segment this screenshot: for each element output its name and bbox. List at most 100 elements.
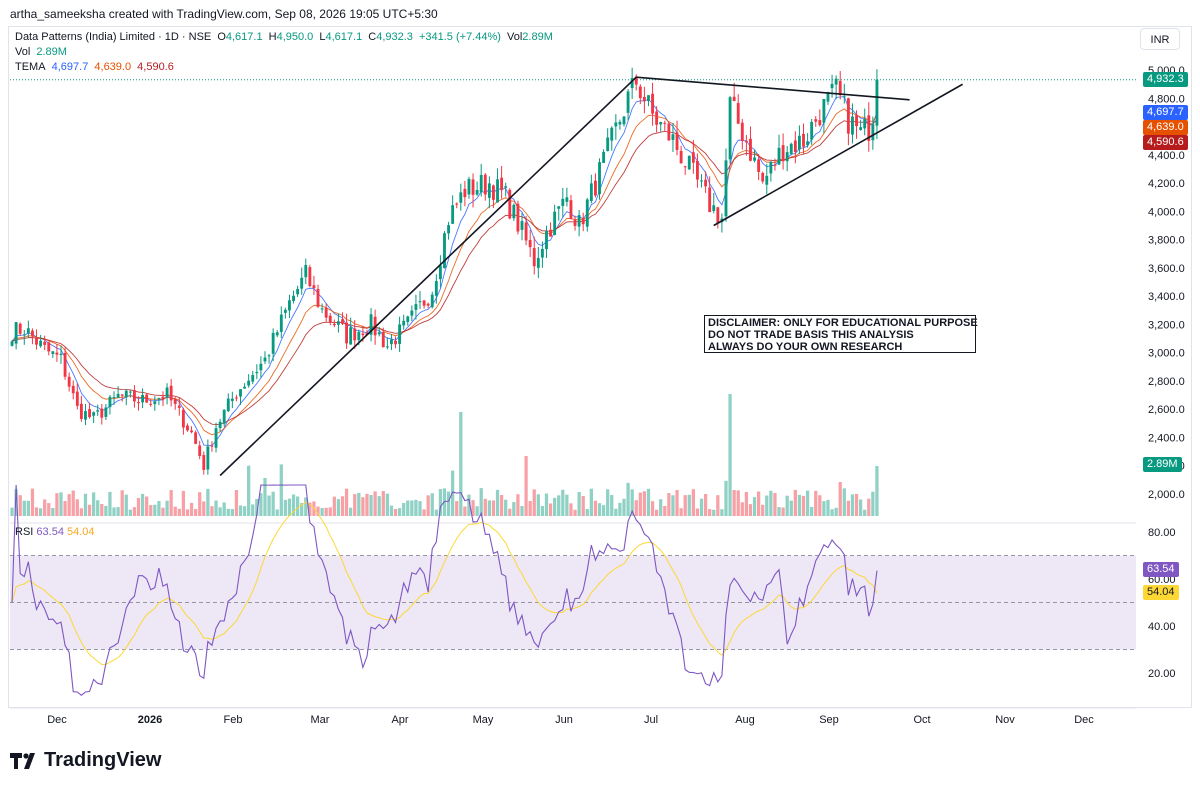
candle-body — [31, 330, 34, 337]
volume-bar — [687, 494, 691, 516]
candle-body — [785, 152, 789, 162]
candle-body — [524, 222, 528, 241]
volume-bar — [43, 499, 47, 516]
volume-bar — [242, 506, 247, 516]
candle-body — [243, 386, 247, 389]
volume-bar — [157, 501, 161, 516]
candle-body — [614, 122, 618, 127]
tradingview-icon — [10, 752, 35, 769]
tema3-price-tag: 4,590.6 — [1143, 135, 1188, 150]
volume-bars — [10, 394, 879, 516]
vol-inline-value: 2.89M — [522, 31, 553, 43]
candle-body — [740, 122, 744, 141]
candle-body — [426, 303, 430, 306]
candle-body — [573, 219, 577, 226]
candle-body — [602, 151, 606, 163]
volume-bar — [279, 464, 283, 516]
tema3-line — [11, 119, 878, 425]
candle-body — [55, 352, 59, 355]
volume-bar — [38, 508, 43, 516]
candle-body — [390, 339, 393, 345]
candle-body — [353, 328, 357, 341]
volume-bar — [275, 509, 279, 516]
volume-bar — [846, 500, 851, 516]
rsi-tick-label: 40.00 — [1148, 621, 1176, 633]
volume-bar — [75, 499, 79, 516]
volume-bar — [728, 394, 732, 516]
volume-bar — [708, 509, 712, 516]
volume-bar — [291, 494, 296, 516]
volume-bar — [695, 508, 700, 516]
candle-body — [667, 123, 671, 141]
candle-body — [438, 265, 442, 280]
time-tick-label: May — [473, 714, 494, 726]
axes: 2,000.02,200.02,400.02,600.02,800.03,000… — [10, 65, 1185, 726]
volume-bar — [393, 508, 398, 516]
volume-bar — [87, 504, 92, 516]
volume-bar — [663, 505, 667, 516]
candle-body — [504, 186, 508, 188]
currency-button[interactable]: INR — [1140, 28, 1180, 50]
candle-body — [283, 309, 287, 313]
volume-bar — [491, 500, 496, 516]
candle-body — [765, 175, 769, 185]
disclaimer-line-3: ALWAYS DO YOUR OWN RESEARCH — [708, 341, 903, 353]
candle-body — [226, 398, 230, 412]
candle-body — [598, 162, 601, 195]
price-tick-label: 4,400.0 — [1148, 150, 1185, 162]
tradingview-logo[interactable]: TradingView — [10, 749, 161, 772]
candle-body — [475, 190, 479, 195]
candle-body — [708, 187, 712, 213]
time-tick-label: Aug — [735, 714, 755, 726]
price-tick-label: 2,000.0 — [1148, 489, 1185, 501]
volume-bar — [361, 497, 365, 516]
time-tick-label: Dec — [47, 714, 67, 726]
volume-bar — [295, 496, 300, 516]
volume-bar — [300, 503, 304, 516]
time-tick-label: Apr — [391, 714, 408, 726]
symbol-title[interactable]: Data Patterns (India) Limited · 1D · NSE — [15, 31, 212, 43]
volume-bar — [349, 507, 353, 516]
volume-bar — [536, 494, 540, 516]
volume-bar — [581, 496, 585, 516]
candle-body — [736, 103, 740, 124]
candle-body — [687, 155, 691, 170]
candle-body — [169, 385, 173, 401]
volume-bar — [810, 506, 814, 516]
rsi-label[interactable]: RSI — [15, 526, 34, 538]
volume-bar — [699, 498, 704, 516]
tema1-line — [11, 96, 878, 447]
candle-body — [336, 321, 340, 325]
tema-label[interactable]: TEMA — [15, 61, 46, 73]
candle-body — [549, 229, 552, 237]
volume-bar — [222, 502, 226, 516]
volume-bar — [822, 501, 826, 516]
price-tick-label: 3,800.0 — [1148, 235, 1185, 247]
volume-bar — [716, 495, 720, 516]
candle-body — [108, 396, 112, 408]
candle-body — [728, 97, 732, 160]
volume-bar — [340, 496, 345, 516]
candle-body — [22, 334, 26, 336]
candle-body — [365, 332, 369, 335]
candle-body — [84, 411, 87, 420]
volume-bar — [304, 497, 308, 516]
candle-body — [834, 78, 838, 85]
rsi-tick-label: 60.00 — [1148, 574, 1176, 586]
vol-label[interactable]: Vol — [15, 46, 31, 58]
candle-body — [137, 402, 140, 404]
candle-body — [177, 405, 181, 408]
disclaimer-line-1: DISCLAIMER: ONLY FOR EDUCATIONAL PURPOSE — [708, 317, 978, 329]
volume-bar — [565, 494, 569, 516]
candle-body — [341, 319, 344, 324]
volume-bar — [748, 504, 753, 516]
volume-bar — [161, 507, 165, 516]
candle-body — [557, 206, 561, 209]
rsi-value: 63.54 — [36, 526, 64, 538]
candle-body — [867, 115, 871, 141]
time-tick-label: Jun — [555, 714, 573, 726]
candle-body — [647, 95, 650, 101]
disclaimer-line-2: DO NOT TRADE BASIS THIS ANALYSIS — [708, 329, 914, 341]
change-value: +341.5 (+7.44%) — [418, 31, 501, 43]
